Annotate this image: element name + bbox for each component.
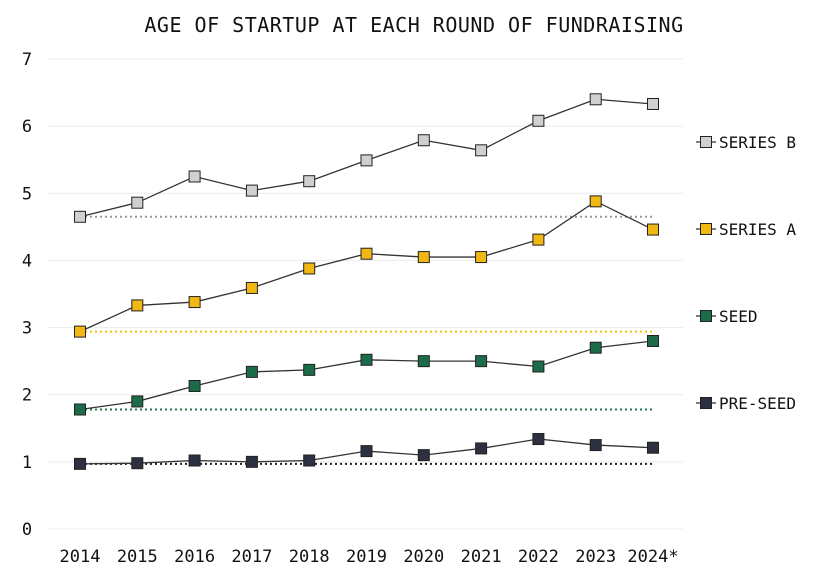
legend-marker (700, 397, 712, 409)
point-series-b-2021 (475, 144, 488, 157)
legend-item-seed: SEED (696, 307, 758, 326)
x-tick-label: 2014 (60, 547, 101, 567)
series-series-b (74, 93, 659, 223)
point-series-a-2015 (131, 299, 144, 312)
x-tick-label: 2015 (117, 547, 158, 567)
legend-marker (700, 223, 712, 235)
y-tick-label: 0 (22, 520, 32, 540)
point-seed-2017 (245, 365, 258, 378)
y-axis-ticks: 0 1 2 3 4 5 6 7 (22, 50, 32, 540)
point-series-a-2016 (188, 296, 201, 309)
point-pre-seed-2019 (360, 445, 373, 458)
x-tick-label: 2016 (174, 547, 215, 567)
point-pre-seed-2022 (532, 433, 545, 446)
series-seed (74, 335, 659, 416)
point-series-a-2019 (360, 247, 373, 260)
x-tick-label: 2024* (627, 547, 678, 567)
point-seed-2024 (647, 335, 659, 347)
baseline-lines (80, 215, 653, 465)
point-series-b-2015 (131, 196, 144, 209)
point-series-b-2022 (532, 114, 545, 127)
x-tick-label: 2023 (575, 547, 616, 567)
point-seed-2019 (360, 353, 373, 366)
point-series-a-2022 (532, 233, 545, 246)
point-series-a-2020 (417, 251, 430, 264)
point-series-b-2024 (647, 97, 659, 110)
point-pre-seed-2014 (74, 457, 86, 470)
y-tick-label: 7 (22, 50, 32, 70)
point-series-b-2016 (188, 170, 201, 183)
point-seed-2018 (303, 363, 316, 376)
point-series-a-2021 (475, 251, 488, 264)
point-series-b-2014 (74, 210, 86, 223)
legend-label: SERIES B (719, 133, 796, 152)
series-line-series-a (79, 200, 654, 333)
x-tick-label: 2019 (346, 547, 387, 567)
point-series-b-2019 (360, 154, 373, 167)
point-series-a-2014 (74, 325, 86, 338)
series-series-a (74, 195, 659, 338)
series-lines (74, 93, 659, 470)
x-axis-ticks: 2014 2015 2016 2017 2018 2019 2020 2021 2022 2023… (60, 547, 679, 567)
point-seed-2015 (131, 395, 144, 408)
y-tick-label: 2 (22, 386, 32, 406)
y-tick-label: 4 (22, 251, 32, 271)
legend-label: SERIES A (719, 220, 796, 239)
point-series-a-2017 (245, 281, 258, 294)
legend-marker (700, 136, 712, 148)
legend-item-series-a: SERIES A (696, 220, 796, 239)
point-pre-seed-2018 (303, 454, 316, 467)
point-pre-seed-2021 (475, 442, 488, 455)
point-series-b-2017 (245, 184, 258, 197)
x-tick-label: 2020 (403, 547, 444, 567)
legend: SERIES B SERIES A SEED PRE-SEED (696, 133, 796, 413)
y-tick-label: 5 (22, 184, 32, 204)
x-tick-label: 2021 (461, 547, 502, 567)
point-seed-2014 (74, 403, 86, 416)
point-seed-2022 (532, 360, 545, 373)
chart-title: AGE OF STARTUP AT EACH ROUND OF FUNDRAIS… (144, 13, 683, 37)
legend-item-pre-seed: PRE-SEED (696, 394, 796, 413)
point-seed-2021 (475, 355, 488, 368)
point-pre-seed-2020 (417, 449, 430, 462)
point-pre-seed-2024 (647, 441, 659, 454)
point-pre-seed-2016 (188, 454, 201, 467)
legend-label: PRE-SEED (719, 394, 796, 413)
y-tick-label: 3 (22, 319, 32, 339)
point-series-a-2024 (647, 223, 659, 236)
series-pre-seed (74, 433, 659, 470)
x-tick-label: 2017 (231, 547, 272, 567)
point-seed-2023 (589, 341, 602, 354)
y-tick-label: 6 (22, 117, 32, 137)
point-series-b-2018 (303, 175, 316, 188)
point-seed-2020 (417, 355, 430, 368)
point-series-b-2023 (589, 93, 602, 106)
point-series-a-2023 (589, 195, 602, 208)
point-series-b-2020 (417, 134, 430, 147)
legend-marker (700, 310, 712, 322)
x-tick-label: 2018 (289, 547, 330, 567)
point-series-a-2018 (303, 262, 316, 275)
series-line-seed (79, 340, 654, 411)
point-seed-2016 (188, 379, 201, 392)
legend-item-series-b: SERIES B (696, 133, 796, 152)
point-pre-seed-2023 (589, 439, 602, 452)
point-pre-seed-2017 (245, 455, 258, 468)
legend-label: SEED (719, 307, 758, 326)
y-tick-label: 1 (22, 453, 32, 473)
x-tick-label: 2022 (518, 547, 559, 567)
point-pre-seed-2015 (131, 457, 144, 470)
